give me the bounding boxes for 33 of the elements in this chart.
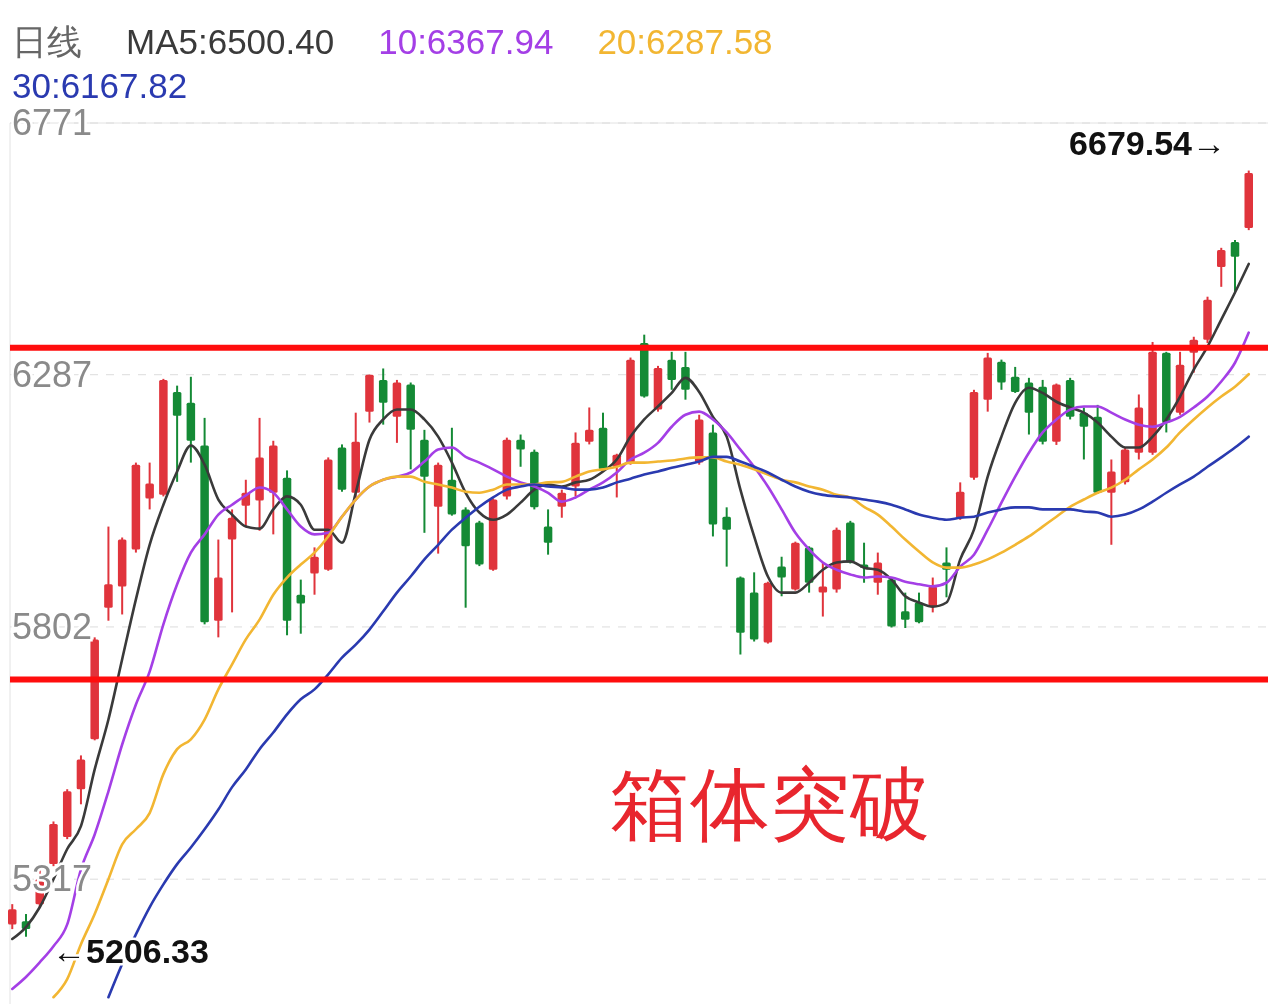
y-tick-label: 5802 [12, 605, 93, 647]
candlestick [777, 555, 786, 598]
candlestick [8, 903, 17, 931]
y-tick-label: 6287 [12, 353, 93, 395]
text: 20:6287.58 [597, 22, 773, 61]
candlestick [1107, 458, 1116, 546]
candlestick [296, 578, 306, 635]
annotation: 6679.54→ [1069, 124, 1226, 162]
candlestick [1230, 239, 1240, 294]
candlestick [145, 461, 154, 511]
candlestick [585, 406, 594, 446]
annotation: 箱体突破 [610, 758, 930, 851]
candlestick [667, 350, 676, 391]
candlestick [681, 350, 690, 401]
candlestick [310, 546, 319, 596]
candlestick [378, 367, 388, 426]
text: MA5:6500.40 [126, 22, 335, 61]
candlestick [818, 561, 828, 618]
text: 30:6167.82 [12, 66, 188, 105]
candlestick [1217, 246, 1226, 288]
candlestick [543, 508, 553, 556]
candlestick [997, 358, 1006, 391]
y-tick-label: 6771 [12, 102, 93, 144]
line-series [10, 262, 1251, 941]
chart-title: 日线 [12, 22, 82, 61]
candlestick [172, 384, 182, 483]
candlestick [104, 525, 113, 622]
candlestick [516, 433, 525, 468]
candlestick [1010, 365, 1020, 394]
candlestick [227, 508, 237, 614]
candlestick [901, 591, 910, 629]
text: 10:6367.94 [378, 22, 554, 61]
candlestick [722, 506, 731, 568]
